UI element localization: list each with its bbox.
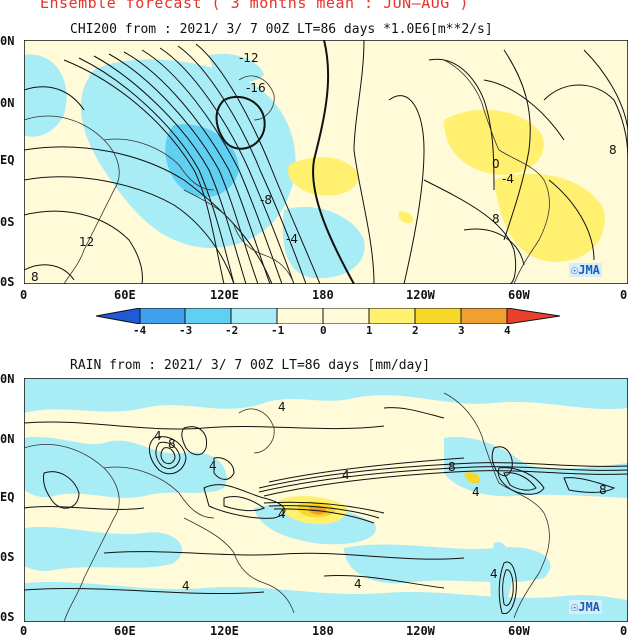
contour-label: 8	[599, 483, 607, 497]
lon-label: 0	[620, 288, 628, 302]
contour-label: 4	[278, 507, 286, 521]
lat-label: 0N	[0, 96, 15, 110]
colorbar-tick: 1	[366, 324, 373, 337]
lat-label: 0N	[0, 34, 15, 48]
lat-label: 0S	[0, 610, 15, 624]
positive-chi-area	[288, 157, 359, 196]
lon-label: 120W	[406, 288, 435, 302]
contour-label: 8	[168, 437, 176, 451]
contour-label: 4	[342, 468, 350, 482]
lat-label: EQ	[0, 490, 15, 504]
contour-label: -12	[239, 51, 259, 65]
lon-label: 0	[20, 624, 28, 638]
lat-label: 0S	[0, 215, 15, 229]
chi200-map: -12 -16 -8 -4 8 -4 0 8 12 8	[24, 40, 628, 284]
jma-logo: ☉JMA	[569, 263, 602, 277]
colorbar-tick: 3	[458, 324, 465, 337]
colorbar-tick: -3	[179, 324, 193, 337]
colorbar-swatch	[369, 308, 415, 324]
lat-label: 0S	[0, 275, 15, 289]
contour-label: -4	[286, 232, 298, 246]
colorbar-swatch	[231, 308, 277, 324]
chi200-title: CHI200 from : 2021/ 3/ 7 00Z LT=86 days …	[70, 22, 493, 37]
contour-label: 4	[182, 579, 190, 593]
lon-label: 180	[312, 624, 334, 638]
contour-label: -4	[502, 172, 514, 186]
colorbar-swatch	[96, 308, 140, 324]
lon-label: 60E	[114, 624, 136, 638]
lat-label: 0S	[0, 550, 15, 564]
lon-label: 180	[312, 288, 334, 302]
colorbar-tick: -4	[133, 324, 147, 337]
jma-logo: ☉JMA	[569, 600, 602, 614]
rain-title: RAIN from : 2021/ 3/ 7 00Z LT=86 days [m…	[70, 358, 431, 373]
contour-label: 4	[209, 459, 217, 473]
contour-label: 0	[492, 157, 500, 171]
contour-label: 4	[354, 577, 362, 591]
colorbar-tick: -1	[271, 324, 285, 337]
colorbar-swatch	[140, 308, 185, 324]
colorbar-swatch	[185, 308, 231, 324]
colorbar-swatch	[415, 308, 461, 324]
page-title: Ensemble forecast ( 3 months mean : JUN—…	[40, 0, 469, 12]
contour-label: -16	[246, 81, 266, 95]
colorbar-swatch	[323, 308, 369, 324]
contour-label: 12	[79, 235, 94, 249]
contour-label: 4	[278, 400, 286, 414]
rain-map: 4 4 8 4 4 8 4 8 4 4 4 4	[24, 378, 628, 622]
colorbar-tick: -2	[225, 324, 239, 337]
colorbar-swatch	[507, 308, 560, 324]
contour-label: 4	[490, 567, 498, 581]
colorbar-swatch	[277, 308, 323, 324]
contour-label: 8	[609, 143, 617, 157]
lat-label: EQ	[0, 153, 15, 167]
lon-label: 120E	[210, 288, 239, 302]
negative-rain-area	[24, 378, 628, 413]
contour-label: 8	[448, 460, 456, 474]
lon-label: 60E	[114, 288, 136, 302]
lon-label: 60W	[508, 624, 530, 638]
contour-label: 4	[154, 429, 162, 443]
lon-label: 60W	[508, 288, 530, 302]
contour-label: 4	[472, 485, 480, 499]
lon-label: 120W	[406, 624, 435, 638]
lat-label: 0N	[0, 432, 15, 446]
colorbar-swatch	[461, 308, 507, 324]
colorbar-tick: 4	[504, 324, 511, 337]
contour-label: 8	[492, 212, 500, 226]
contour-label: 8	[31, 270, 39, 284]
lon-label: 120E	[210, 624, 239, 638]
lon-label: 0	[20, 288, 28, 302]
contour-label: -8	[260, 193, 272, 207]
colorbar	[96, 308, 560, 324]
colorbar-tick: 0	[320, 324, 327, 337]
lat-label: 0N	[0, 372, 15, 386]
lon-label: 0	[620, 624, 628, 638]
colorbar-tick: 2	[412, 324, 419, 337]
